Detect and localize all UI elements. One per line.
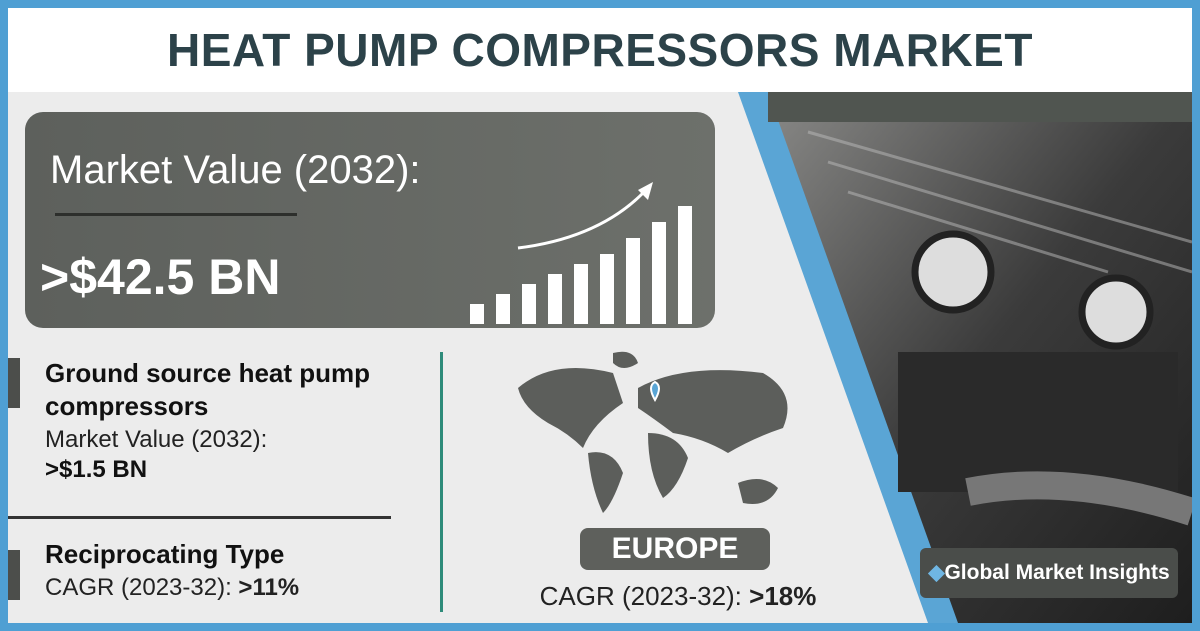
brand-logo: ◆Global Market Insights <box>920 548 1178 598</box>
marker <box>8 358 20 408</box>
title: HEAT PUMP COMPRESSORS MARKET <box>167 24 1033 76</box>
region-label: CAGR (2023-32): <box>539 581 742 611</box>
roof-lines <box>807 130 1192 274</box>
market-value: >$42.5 BN <box>40 249 281 305</box>
segment-title: Ground source heat pump compressors <box>45 358 371 421</box>
marker <box>8 550 20 600</box>
segment-title: Reciprocating Type <box>45 539 285 569</box>
segment: Reciprocating Type CAGR (2023-32): >11% <box>45 538 395 604</box>
segment-label: Market Value (2032): <box>45 426 268 453</box>
vertical-divider <box>440 352 443 612</box>
region-name: EUROPE <box>580 528 770 570</box>
machine <box>898 352 1178 492</box>
title-bar: HEAT PUMP COMPRESSORS MARKET <box>8 8 1192 92</box>
growth-icon <box>470 182 692 324</box>
gauge <box>911 230 995 314</box>
canvas: HEAT PUMP COMPRESSORS MARKET Market Valu… <box>8 8 1192 623</box>
region-cagr: CAGR (2023-32): >18% <box>468 581 888 612</box>
divider <box>8 516 391 519</box>
segment-value: >$1.5 BN <box>45 456 148 483</box>
segment-value: >11% <box>238 574 300 601</box>
segment-line: CAGR (2023-32): >11% <box>45 571 395 604</box>
hose <box>965 471 1192 526</box>
segment: Ground source heat pump compressors Mark… <box>45 357 395 484</box>
photo-top <box>768 92 1192 122</box>
market-value-label: Market Value (2032): <box>50 148 421 192</box>
divider <box>55 213 297 216</box>
world-map <box>518 351 788 513</box>
photo-area <box>738 92 1192 623</box>
gauge <box>1078 274 1154 350</box>
region-value: >18% <box>749 581 817 611</box>
segment-label: CAGR (2023-32): <box>45 574 232 601</box>
brand-name: Global Market Insights <box>944 561 1170 584</box>
